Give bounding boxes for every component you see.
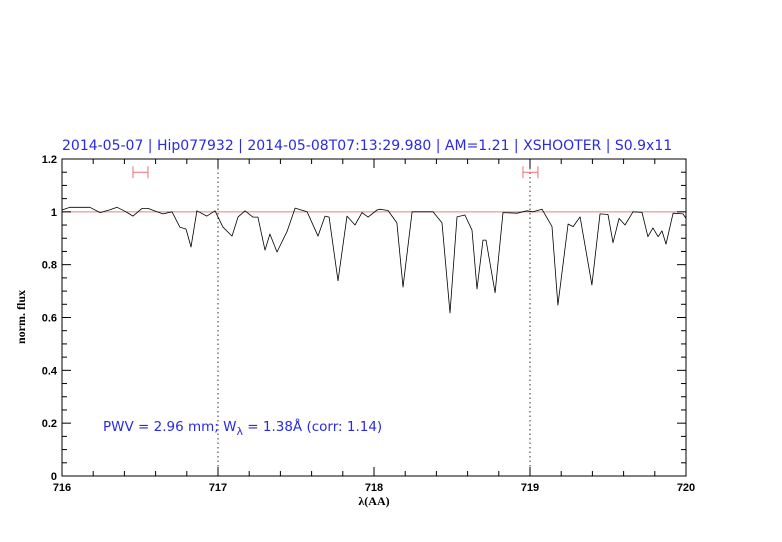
- y-tick-label: 0.6: [42, 313, 57, 325]
- plot-area: 716 717 718 719 720 0 0.2 0.4 0.6 0.8 1 1.2: [42, 154, 695, 494]
- x-tick-label: 717: [209, 482, 227, 494]
- range-marker: [132, 166, 149, 179]
- range-marker: [522, 166, 539, 179]
- x-tick-label: 716: [53, 482, 71, 494]
- y-tick-label: 1: [51, 207, 57, 219]
- y-tick-label: 0.8: [42, 260, 57, 272]
- y-tick-label: 0.2: [42, 418, 57, 430]
- chart-title: 2014-05-07 | Hip077932 | 2014-05-08T07:1…: [62, 138, 672, 154]
- y-tick-label: 1.2: [42, 154, 57, 166]
- y-axis-label: norm. flux: [14, 290, 28, 344]
- x-axis-label: λ(AA): [358, 494, 389, 508]
- x-tick-label: 719: [521, 482, 539, 494]
- spectrum-line: [61, 206, 687, 314]
- annotation-prefix: PWV = 2.96 mm; W: [103, 419, 236, 435]
- y-tick-label: 0.4: [42, 365, 58, 377]
- pwv-annotation: PWV = 2.96 mm; Wλ = 1.38Å (corr: 1.14): [103, 418, 382, 438]
- x-tick-label: 720: [677, 482, 695, 494]
- y-tick-label: 0: [51, 471, 57, 483]
- annotation-subscript: λ: [236, 425, 243, 438]
- x-tick-label: 718: [365, 482, 383, 494]
- annotation-suffix: = 1.38Å (corr: 1.14): [243, 418, 382, 435]
